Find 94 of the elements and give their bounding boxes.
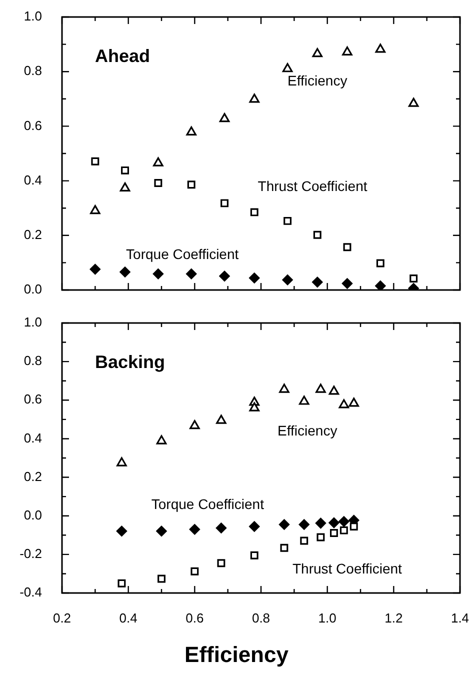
y-tick-label: 0.6 xyxy=(24,392,42,407)
point xyxy=(152,268,164,280)
point xyxy=(410,274,418,283)
point xyxy=(338,399,350,408)
point xyxy=(315,518,326,528)
point xyxy=(375,280,386,290)
point xyxy=(338,516,350,527)
point xyxy=(348,398,359,407)
point xyxy=(312,48,323,58)
point xyxy=(190,567,199,576)
point xyxy=(350,522,358,530)
point xyxy=(312,276,323,288)
point xyxy=(342,46,352,56)
point xyxy=(190,420,200,430)
point xyxy=(282,274,293,286)
point xyxy=(186,268,197,280)
point xyxy=(156,526,167,536)
point xyxy=(153,157,164,166)
y-tick-label: 0.6 xyxy=(24,118,42,133)
x-tick-label: 1.4 xyxy=(450,610,470,626)
point xyxy=(249,272,260,284)
y-tick-label: 0.2 xyxy=(24,468,42,484)
point xyxy=(375,44,386,53)
y-tick-label: 0.4 xyxy=(24,172,42,188)
point xyxy=(298,396,310,405)
x-tick-label: 1.0 xyxy=(318,610,336,626)
point xyxy=(342,278,353,289)
x-tick-label: 0.6 xyxy=(186,610,204,626)
point xyxy=(120,266,130,278)
series-label: Efficiency xyxy=(288,72,348,89)
point xyxy=(216,414,226,424)
point xyxy=(154,179,162,187)
point xyxy=(278,519,290,530)
y-tick-label: 0.4 xyxy=(24,430,42,446)
point xyxy=(116,526,127,536)
point xyxy=(330,529,338,538)
point xyxy=(158,574,166,583)
y-tick-label: 1.0 xyxy=(24,8,42,24)
point xyxy=(186,126,196,136)
y-tick-label: 0.8 xyxy=(24,353,42,368)
point xyxy=(249,521,260,532)
point xyxy=(284,216,292,225)
x-tick-label: 0.2 xyxy=(52,610,72,626)
point xyxy=(316,533,325,542)
point xyxy=(343,243,352,252)
point xyxy=(249,402,260,412)
point xyxy=(249,94,260,103)
point xyxy=(340,526,348,534)
y-tick-label: 0.8 xyxy=(24,63,42,78)
point xyxy=(313,230,322,239)
point xyxy=(90,205,100,214)
point xyxy=(219,113,230,122)
series-label: Torque Coefficient xyxy=(151,496,264,512)
point xyxy=(279,384,290,393)
point xyxy=(300,536,308,545)
y-tick-label: -0.4 xyxy=(20,584,42,600)
y-tick-label: -0.2 xyxy=(20,546,42,562)
x-axis-title: Efficiency xyxy=(184,642,290,668)
x-tick-label: 0.8 xyxy=(252,610,270,626)
point xyxy=(282,63,293,72)
point xyxy=(298,519,310,530)
point xyxy=(280,544,288,552)
y-tick-label: 1.0 xyxy=(24,314,42,330)
point xyxy=(156,435,167,444)
series-label: Thrust Coefficient xyxy=(292,560,402,577)
series-label: Thrust Coefficient xyxy=(258,178,368,194)
point xyxy=(216,522,226,534)
series-label: Torque Coefficient xyxy=(126,246,239,262)
point xyxy=(116,457,127,466)
text: Backing xyxy=(95,352,166,372)
point xyxy=(120,182,130,192)
point xyxy=(250,551,258,560)
point xyxy=(187,180,196,189)
point xyxy=(328,386,340,395)
point xyxy=(118,579,126,588)
y-tick-label: 0.0 xyxy=(24,282,42,297)
point xyxy=(121,166,129,174)
point xyxy=(376,259,384,268)
text: Ahead xyxy=(95,46,150,66)
point xyxy=(90,264,100,275)
point xyxy=(189,524,200,535)
point xyxy=(220,199,228,208)
y-tick-label: 0.0 xyxy=(24,507,42,522)
point xyxy=(250,208,258,216)
point xyxy=(91,157,100,166)
point xyxy=(217,559,226,568)
point xyxy=(328,518,340,528)
x-tick-label: 1.2 xyxy=(384,610,403,626)
point xyxy=(316,384,326,393)
x-tick-label: 0.4 xyxy=(119,610,138,626)
point xyxy=(408,98,419,107)
point xyxy=(219,270,230,282)
series-label: Efficiency xyxy=(278,422,338,438)
y-tick-label: 0.2 xyxy=(24,226,42,242)
